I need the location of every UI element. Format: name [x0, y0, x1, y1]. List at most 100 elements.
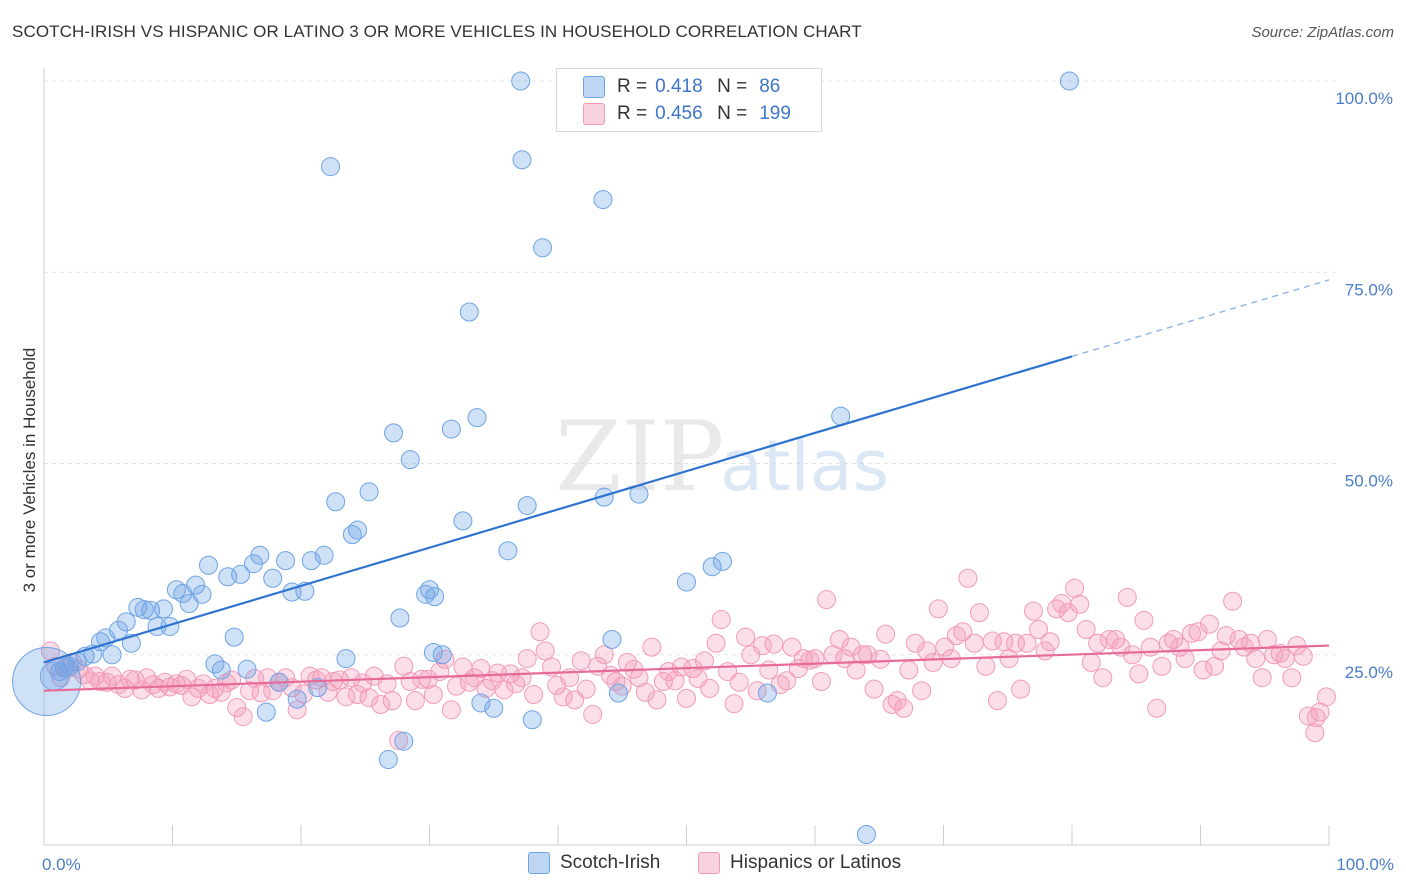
hispanic-point [412, 669, 432, 689]
scotch-irish-point [359, 482, 379, 502]
y-tick-label: 50.0% [1345, 472, 1393, 491]
legend-swatch-pink [698, 852, 720, 874]
n-label: N = [717, 103, 748, 124]
hispanic-point [1005, 633, 1025, 653]
scotch-irish-point [378, 750, 398, 770]
legend-swatch-pink [583, 103, 605, 125]
hispanic-point [694, 651, 714, 671]
hispanic-point [1017, 633, 1037, 653]
legend-label: Hispanics or Latinos [730, 852, 902, 873]
hispanic-point [423, 685, 443, 705]
hispanic-point [517, 649, 537, 669]
legend-item-hispanics: Hispanics or Latinos [698, 852, 901, 874]
scotch-irish-point [116, 612, 136, 632]
source-label: Source: ZipAtlas.com [1251, 24, 1394, 41]
hispanic-point [1047, 599, 1067, 619]
hispanic-point [359, 688, 379, 708]
hispanic-point [1216, 626, 1236, 646]
scotch-irish-point [192, 584, 212, 604]
hispanic-point [1223, 591, 1243, 611]
hispanic-point [1140, 637, 1160, 657]
hispanic-point [894, 698, 914, 718]
hispanic-point [418, 669, 438, 689]
hispanic-point [1264, 645, 1284, 665]
hispanic-point [1211, 641, 1231, 661]
hispanic-point [782, 637, 802, 657]
hispanic-point [1093, 668, 1113, 688]
legend-swatch-blue [583, 76, 605, 98]
hispanic-point [494, 680, 514, 700]
hispanic-point [1306, 707, 1326, 727]
scotch-irish-point [160, 616, 180, 636]
hispanic-point [1152, 656, 1172, 676]
hispanic-point [1023, 601, 1043, 621]
scotch-irish-point [425, 587, 445, 607]
hispanic-point [871, 649, 891, 669]
scotch-irish-point [308, 678, 328, 698]
hispanic-point [841, 637, 861, 657]
scotch-irish-point [593, 190, 613, 210]
hispanic-point [1147, 698, 1167, 718]
hispanic-point [976, 656, 996, 676]
hispanic-point [512, 668, 532, 688]
n-value: 199 [759, 103, 791, 124]
scotch-irish-point [522, 710, 542, 730]
watermark-zip: ZIP [555, 401, 724, 513]
hispanic-point [711, 610, 731, 630]
hispanic-point [1316, 687, 1336, 707]
r-value: 0.418 [655, 76, 703, 97]
scotch-irish-point [250, 545, 270, 565]
hispanic-point [635, 682, 655, 702]
hispanic-point [659, 662, 679, 682]
scotch-irish-point [608, 683, 628, 703]
hispanic-point [441, 700, 461, 720]
legend-label: Scotch-Irish [560, 852, 661, 873]
watermark-atlas: atlas [720, 425, 889, 507]
scotch-irish-point [484, 698, 504, 718]
scotch-irish-point [179, 593, 199, 613]
hispanic-point [1129, 664, 1149, 684]
series-hispanics-or-latinos [40, 568, 1336, 750]
hispanic-point [912, 681, 932, 701]
hispanic-point [1088, 633, 1108, 653]
scotch-irish-point [384, 423, 404, 443]
hispanic-point [741, 645, 761, 665]
scotch-irish-point [467, 408, 487, 428]
hispanic-point [642, 637, 662, 657]
hispanic-point [1246, 649, 1266, 669]
hispanic-point [336, 687, 356, 707]
hispanic-point [389, 730, 409, 750]
hispanic-point [1117, 587, 1137, 607]
hispanic-point [576, 679, 596, 699]
hispanic-point [287, 700, 307, 720]
scotch-irish-point [198, 555, 218, 575]
hispanic-point [864, 679, 884, 699]
scotch-irish-point [348, 520, 368, 540]
hispanic-point [969, 603, 989, 623]
scotch-irish-point [1059, 71, 1079, 91]
hispanic-point [700, 678, 720, 698]
hispanic-point [143, 675, 163, 695]
scotch-irish-point [517, 496, 537, 516]
hispanic-point [1293, 646, 1313, 666]
scotch-irish-point [533, 238, 553, 258]
scotch-irish-point [326, 492, 346, 512]
scotch-irish-point [49, 662, 69, 682]
hispanic-point [371, 694, 391, 714]
hispanic-point [764, 634, 784, 654]
scotch-irish-point [276, 551, 296, 571]
scotch-irish-point [224, 627, 244, 647]
hispanic-point [1011, 679, 1031, 699]
scotch-irish-point [602, 629, 622, 649]
r-label: R = [617, 76, 648, 97]
n-value: 86 [759, 76, 781, 97]
scotch-irish-point [512, 150, 532, 170]
hispanic-point [1076, 620, 1096, 640]
scotch-irish-point [237, 659, 257, 679]
hispanic-point [1193, 660, 1213, 680]
hispanic-point [1070, 594, 1090, 614]
hispanic-point [882, 694, 902, 714]
correlation-legend: R = 0.418 N = 86 R = 0.456 N = 199 [556, 68, 822, 132]
hispanic-point [1134, 610, 1154, 630]
hispanic-point [1188, 622, 1208, 642]
